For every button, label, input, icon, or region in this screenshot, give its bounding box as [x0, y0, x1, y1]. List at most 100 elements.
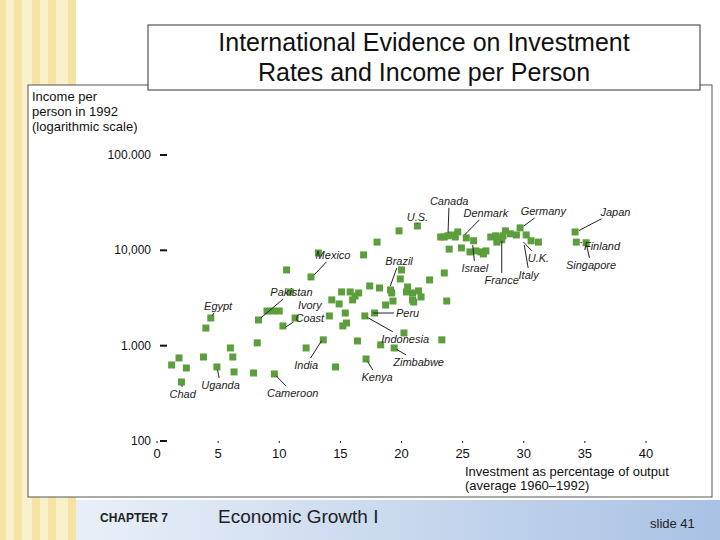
- point: [443, 298, 450, 305]
- point: [404, 283, 411, 290]
- annotation-leader: [581, 242, 582, 243]
- x-tick-label: 25: [455, 446, 469, 461]
- x-tick: [401, 441, 402, 443]
- annotation-leader: [314, 262, 326, 275]
- left-stripe: [6, 0, 14, 540]
- point: [202, 325, 209, 332]
- point: [397, 275, 404, 282]
- annotation-label: Cameroon: [267, 387, 318, 399]
- x-tick: [584, 441, 585, 443]
- point: [342, 310, 349, 317]
- text-line: Israel: [461, 262, 488, 274]
- y-tick: [160, 345, 167, 347]
- point: [354, 337, 361, 344]
- point: [493, 239, 500, 246]
- point: [398, 266, 405, 273]
- annotations: CanadaU.S.DenmarkGermanyJapanFinlandSing…: [170, 195, 631, 400]
- point: [409, 289, 416, 296]
- annotation-label: Peru: [396, 307, 419, 319]
- point: [366, 282, 373, 289]
- text-line: Income per: [32, 89, 98, 104]
- annotation-label: Indonesia: [381, 333, 429, 345]
- point: [279, 322, 286, 329]
- x-tick-label: 20: [394, 446, 408, 461]
- annotation-label: Finland: [584, 240, 621, 252]
- point: [200, 353, 207, 360]
- annotation-label: France: [485, 274, 519, 286]
- text-line: Egypt: [204, 300, 233, 312]
- point: [361, 312, 368, 319]
- x-tick-label: 40: [639, 446, 653, 461]
- point: [388, 289, 395, 296]
- chapter-label: CHAPTER 7: [100, 511, 168, 525]
- annotation-label: Italy: [519, 269, 541, 281]
- annotation-label: Israel: [461, 262, 488, 274]
- text-line: Ivory: [298, 299, 323, 311]
- text-line: Canada: [430, 195, 469, 207]
- y-tick-label: 1.000: [121, 339, 151, 353]
- annotation-leader: [397, 349, 406, 354]
- annotation-label: Singapore: [566, 259, 616, 271]
- text-line: Investment as percentage of output: [465, 464, 669, 479]
- y-tick-label: 100: [131, 434, 151, 448]
- point: [382, 302, 389, 309]
- text-line: Cameroon: [267, 387, 318, 399]
- point: [270, 308, 277, 315]
- annotation-label: India: [294, 359, 318, 371]
- point: [376, 284, 383, 291]
- annotation-label: Canada: [430, 195, 469, 207]
- annotation-leader: [218, 370, 220, 378]
- annotation-label: Kenya: [361, 371, 392, 383]
- point: [507, 230, 514, 237]
- annotation-leader: [311, 341, 322, 358]
- point: [438, 336, 445, 343]
- annotation-label: U.K.: [528, 252, 549, 264]
- annotation-leader: [212, 313, 214, 316]
- annotation-label: Zimbabwe: [392, 356, 444, 368]
- point: [391, 344, 398, 351]
- point: [446, 246, 453, 253]
- annotation-leader: [524, 218, 535, 226]
- y-axis-label: Income perperson in 1992(logarithmic sca…: [32, 89, 137, 134]
- annotation-leader: [524, 245, 528, 268]
- point: [231, 368, 238, 375]
- point: [573, 239, 580, 246]
- point: [229, 353, 236, 360]
- point: [415, 287, 422, 294]
- point: [254, 339, 261, 346]
- point: [528, 237, 535, 244]
- point: [328, 296, 335, 303]
- annotation-leader: [367, 317, 392, 331]
- text-line: U.K.: [528, 252, 549, 264]
- text-line: person in 1992: [32, 104, 118, 119]
- point: [178, 378, 185, 385]
- x-tick: [157, 441, 158, 443]
- point: [338, 288, 345, 295]
- annotation-label: Mexico: [316, 249, 351, 261]
- x-tick-label: 35: [578, 446, 592, 461]
- point: [183, 365, 190, 372]
- point: [326, 312, 333, 319]
- slide: International Evidence on InvestmentRate…: [0, 0, 720, 540]
- footer-band: [76, 500, 720, 540]
- point: [227, 344, 234, 351]
- text-line: Peru: [396, 307, 419, 319]
- point: [410, 299, 417, 306]
- point: [463, 234, 470, 241]
- point: [454, 228, 461, 235]
- x-tick-label: 0: [153, 446, 160, 461]
- y-tick: [160, 249, 167, 251]
- point: [276, 308, 283, 315]
- annotation-leader: [390, 268, 397, 286]
- point: [308, 273, 315, 280]
- text-line: Denmark: [464, 207, 509, 219]
- text-line: Indonesia: [381, 333, 429, 345]
- annotation-leader: [417, 222, 418, 224]
- x-tick: [218, 441, 219, 443]
- text-line: Mexico: [316, 249, 351, 261]
- text-line: Zimbabwe: [392, 356, 444, 368]
- point: [470, 237, 477, 244]
- point: [458, 244, 465, 251]
- x-tick: [646, 441, 647, 443]
- annotation-leader: [285, 322, 293, 327]
